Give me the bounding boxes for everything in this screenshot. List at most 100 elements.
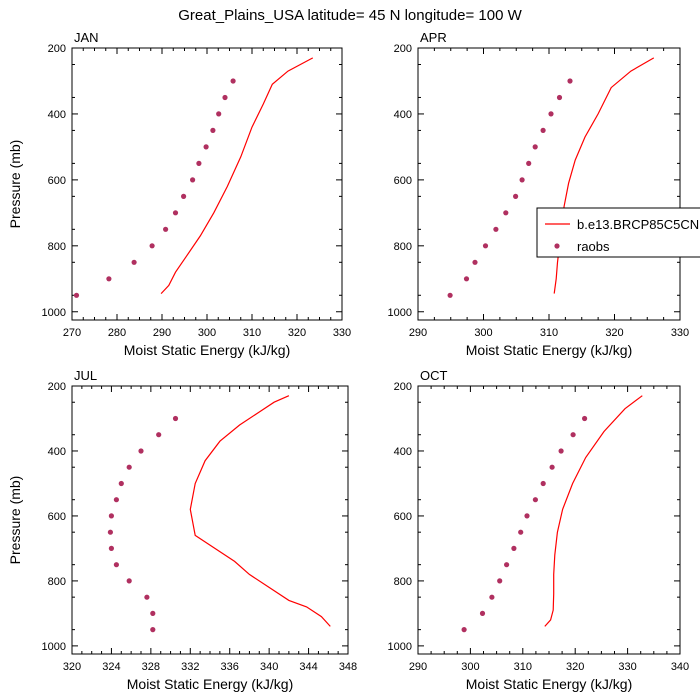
panel-label: OCT [420,368,448,383]
y-axis-label: Pressure (mb) [7,476,23,565]
x-tick-label: 332 [181,661,199,673]
raobs-point [582,415,588,422]
panels: JAN 270 280 290 300 310 320 330 200 400 600 800 1000… [7,30,689,692]
y-tick-label: 1000 [42,307,66,319]
raobs-point [230,78,236,84]
raobs-point [118,480,124,487]
x-tick-label: 290 [153,327,171,339]
x-tick-label: 336 [221,661,239,673]
x-tick-label: 340 [260,661,278,673]
y-axis-label: Pressure (mb) [7,140,23,229]
x-tick-label: 290 [409,327,427,339]
y-tick-label: 600 [48,175,66,187]
x-axis-label: Moist Static Energy (kJ/kg) [466,676,633,692]
x-tick-label: 330 [618,661,636,673]
model-series-line [160,57,314,295]
raobs-point [503,210,509,216]
raobs-point [107,529,113,535]
raobs-point [532,144,538,150]
y-tick-label: 400 [48,109,66,121]
legend: b.e13.BRCP85C5CNBDRD.f09_g16.001raobs [536,207,700,258]
raobs-point [489,594,495,600]
x-tick-label: 280 [108,327,126,339]
raobs-point [196,160,202,166]
raobs-point [463,276,470,282]
raobs-point [216,111,222,117]
raobs-point [108,513,114,519]
raobs-point [513,193,519,199]
legend-box [536,207,700,258]
y-tick-label: 800 [394,576,412,588]
raobs-point [493,226,499,232]
raobs-point [172,415,179,422]
x-tick-label: 300 [461,661,479,673]
raobs-point [549,464,555,470]
raobs-point [131,259,137,265]
y-tick-label: 400 [394,109,412,121]
raobs-point [482,243,489,249]
panel-oct: OCT 290 300 310 320 330 340 200 400 600 800 1000 Moi… [388,368,690,692]
raobs-point [149,243,155,249]
raobs-point [172,210,179,216]
raobs-point [548,111,554,117]
raobs-point [461,627,467,633]
y-tick-label: 400 [394,446,412,458]
x-tick-label: 310 [514,661,532,673]
legend-marker-swatch [554,243,560,249]
x-axis-label: Moist Static Energy (kJ/kg) [127,676,294,692]
x-tick-label: 320 [63,661,81,673]
raobs-point [524,513,530,519]
x-tick-label: 320 [566,661,584,673]
x-tick-label: 330 [333,327,351,339]
figure-title: Great_Plains_USA latitude= 45 N longitud… [178,7,522,24]
raobs-point [108,545,114,552]
model-series-line [189,395,331,627]
raobs-point [126,578,132,584]
raobs-point [511,545,517,552]
raobs-point [163,226,169,232]
model-series-line [553,57,655,294]
raobs-point [210,127,216,133]
y-tick-label: 200 [48,381,66,393]
y-tick-label: 1000 [388,307,412,319]
panel-jul: JUL 320 324 328 332 336 340 344 348 200 400 600 800 1… [7,368,357,692]
y-tick-label: 400 [48,446,66,458]
x-tick-label: 290 [409,661,427,673]
raobs-point [479,610,486,617]
raobs-point [113,562,119,568]
raobs-point [570,432,576,438]
raobs-point [126,464,132,470]
raobs-point [519,177,525,183]
x-tick-label: 310 [243,327,261,339]
panel-apr: APR 290 300 310 320 330 200 400 600 800 1000 Moist … [388,30,690,358]
y-tick-label: 600 [394,175,412,187]
raobs-point [497,578,503,584]
x-tick-label: 270 [63,327,81,339]
y-tick-label: 800 [48,576,66,588]
x-tick-label: 344 [299,661,317,673]
y-tick-label: 200 [394,381,412,393]
raobs-point [526,160,532,166]
x-tick-label: 320 [605,327,623,339]
raobs-point [181,193,187,199]
panel-label: JAN [74,30,99,45]
raobs-point [518,529,524,535]
raobs-point [540,127,546,133]
y-tick-label: 1000 [42,641,66,653]
x-tick-label: 310 [540,327,558,339]
raobs-point [190,177,196,183]
x-tick-label: 320 [288,327,306,339]
raobs-point [504,562,510,568]
raobs-point [106,276,112,282]
raobs-point [558,448,564,454]
raobs-point [540,480,546,487]
legend-entry-label: raobs [577,239,610,254]
legend-entry-label: b.e13.BRCP85C5CNBDRD.f09_g16.001 [577,217,700,232]
raobs-point [113,497,119,503]
y-tick-label: 800 [48,241,66,253]
model-series-line [544,395,643,627]
y-tick-label: 200 [394,43,412,55]
raobs-point [222,94,228,101]
raobs-point [156,432,162,438]
